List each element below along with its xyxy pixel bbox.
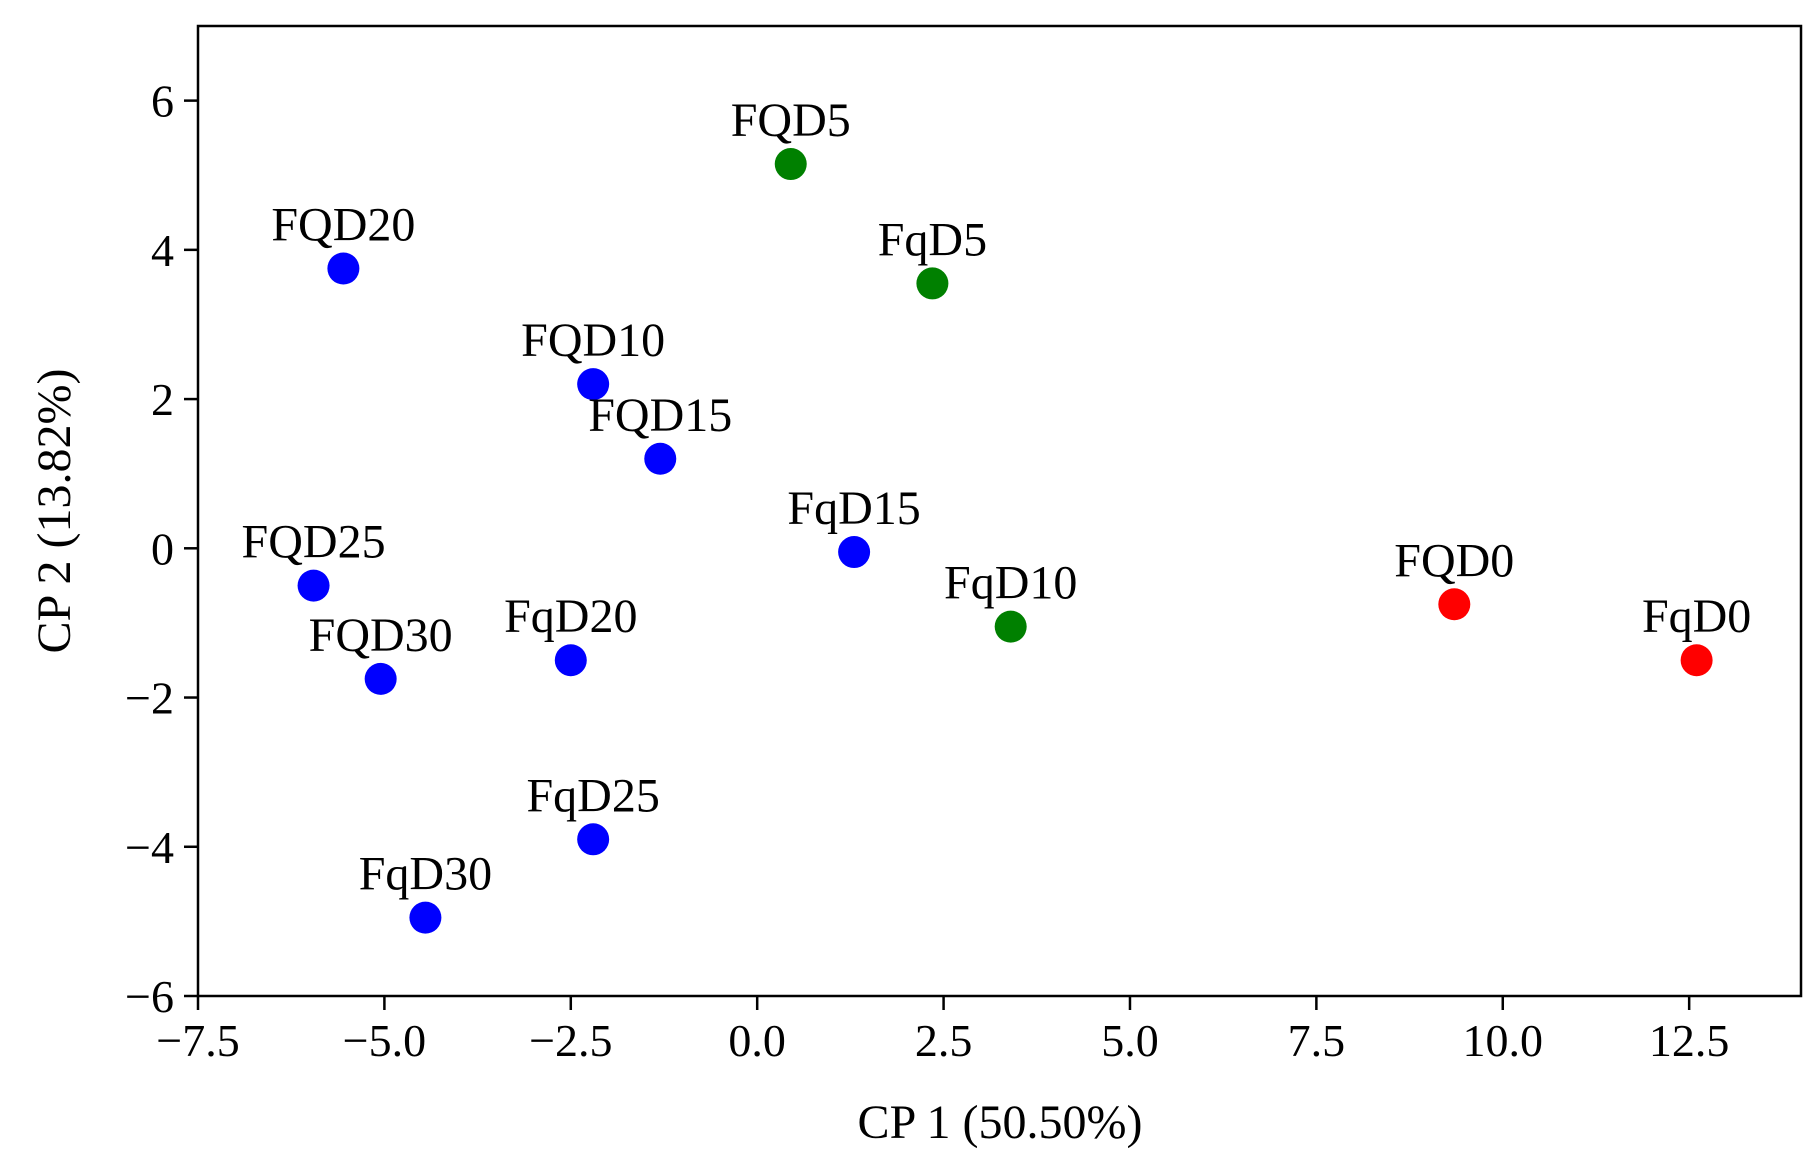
point-fqd20 bbox=[554, 644, 587, 677]
scatter-points bbox=[297, 148, 1713, 934]
point-label-fqd15: FQD15 bbox=[588, 389, 732, 442]
point-fqd5 bbox=[774, 148, 807, 181]
point-label-fqd5: FqD5 bbox=[878, 213, 987, 266]
x-tick-label: −5.0 bbox=[343, 1015, 426, 1066]
point-label-fqd25: FqD25 bbox=[526, 769, 659, 822]
point-label-fqd30: FQD30 bbox=[309, 609, 453, 662]
y-tick-label: −6 bbox=[125, 971, 174, 1022]
x-tick-label: 5.0 bbox=[1101, 1015, 1159, 1066]
point-label-fqd25: FQD25 bbox=[242, 516, 386, 569]
y-tick-label: −2 bbox=[125, 673, 174, 724]
y-tick-label: 2 bbox=[151, 374, 174, 425]
point-label-fqd5: FQD5 bbox=[731, 94, 851, 147]
point-fqd0 bbox=[1680, 644, 1713, 677]
point-label-fqd15: FqD15 bbox=[787, 482, 920, 535]
x-tick-label: 0.0 bbox=[728, 1015, 786, 1066]
point-label-fqd0: FqD0 bbox=[1642, 590, 1751, 643]
x-tick-label: 2.5 bbox=[915, 1015, 973, 1066]
x-tick-label: 7.5 bbox=[1288, 1015, 1346, 1066]
point-label-fqd20: FQD20 bbox=[271, 199, 415, 252]
x-tick-label: 10.0 bbox=[1463, 1015, 1544, 1066]
y-axis-label: CP 2 (13.82%) bbox=[28, 369, 81, 654]
point-fqd20 bbox=[327, 252, 360, 285]
point-fqd15 bbox=[644, 442, 677, 475]
point-label-fqd10: FqD10 bbox=[944, 557, 1077, 610]
point-fqd5 bbox=[916, 267, 949, 300]
point-label-fqd10: FQD10 bbox=[521, 314, 665, 367]
point-fqd25 bbox=[577, 823, 610, 856]
point-fqd10 bbox=[577, 368, 610, 401]
x-tick-label: −7.5 bbox=[156, 1015, 239, 1066]
point-label-fqd20: FqD20 bbox=[504, 590, 637, 643]
point-fqd10 bbox=[994, 610, 1027, 643]
plot-area-frame bbox=[196, 24, 1803, 998]
x-axis-label: CP 1 (50.50%) bbox=[858, 1096, 1143, 1149]
y-tick-label: 0 bbox=[151, 523, 174, 574]
point-fqd25 bbox=[297, 569, 330, 602]
point-labels: FQD5 FqD5 FQD20 FQD10 FQD15 FqD15 FQD25 FqD10 FQ… bbox=[242, 94, 1752, 901]
point-label-fqd0: FQD0 bbox=[1394, 534, 1514, 587]
point-fqd15 bbox=[838, 536, 871, 569]
x-tick-label: −2.5 bbox=[529, 1015, 612, 1066]
point-fqd0 bbox=[1438, 588, 1471, 621]
point-label-fqd30: FqD30 bbox=[359, 848, 492, 901]
y-tick-label: −4 bbox=[125, 822, 174, 873]
y-tick-label: 6 bbox=[151, 76, 174, 127]
point-fqd30 bbox=[409, 901, 442, 934]
y-tick-label: 4 bbox=[151, 225, 174, 276]
point-fqd30 bbox=[364, 662, 397, 695]
axis-ticks: −7.5 −5.0 −2.5 0.0 2.5 5.0 7.5 10.0 12.5 6 4 2 0 −2 −4… bbox=[125, 76, 1729, 1066]
x-tick-label: 12.5 bbox=[1649, 1015, 1730, 1066]
